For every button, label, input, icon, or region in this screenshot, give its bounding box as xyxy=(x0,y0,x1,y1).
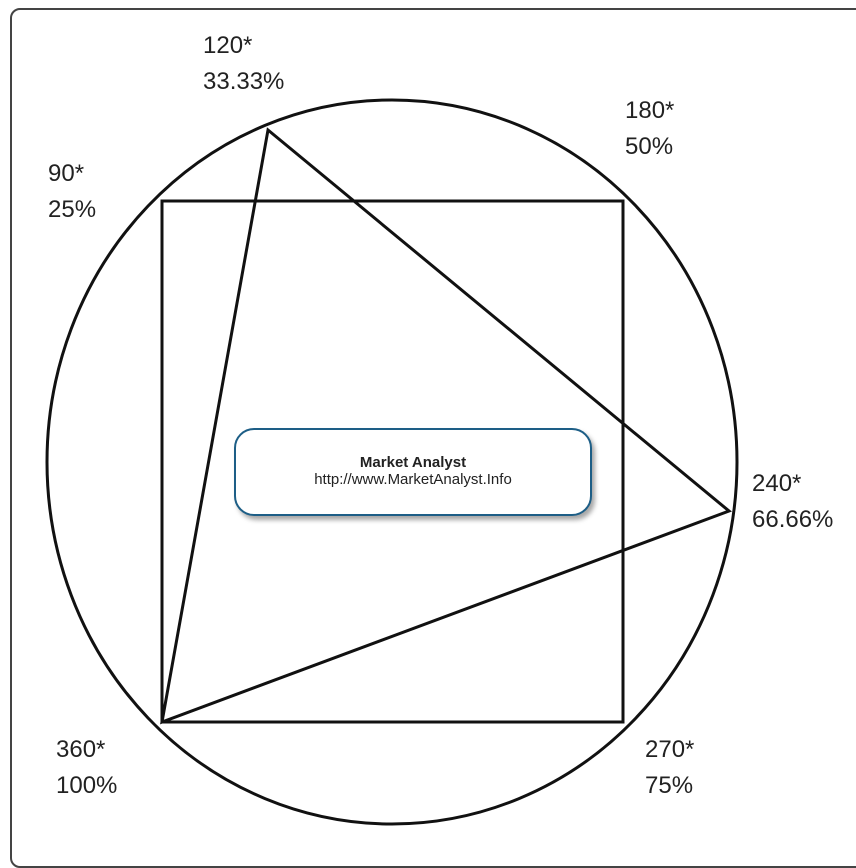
inscribed-triangle xyxy=(160,127,732,725)
point-label-360: 360* 100% xyxy=(56,732,117,804)
percent-label: 33.33% xyxy=(203,68,285,95)
degree-label: 90* xyxy=(48,160,85,187)
degree-label: 120* xyxy=(203,32,253,59)
inscribed-square xyxy=(160,199,625,724)
watermark-title: Market Analyst xyxy=(359,454,467,471)
percent-label: 75% xyxy=(645,772,694,799)
watermark-box: Market Analyst http://www.MarketAnalyst.… xyxy=(234,428,592,516)
degree-label: 270* xyxy=(645,736,695,763)
point-label-90: 90* 25% xyxy=(48,156,96,228)
outer-circle xyxy=(45,98,739,826)
degree-label: 240* xyxy=(752,470,802,497)
percent-label: 66.66% xyxy=(752,506,834,533)
point-label-120: 120* 33.33% xyxy=(203,28,284,100)
percent-label: 100% xyxy=(56,772,118,799)
degree-label: 360* xyxy=(56,736,106,763)
percent-label: 25% xyxy=(48,196,97,223)
watermark-url: http://www.MarketAnalyst.Info xyxy=(314,471,512,488)
percent-label: 50% xyxy=(625,133,674,160)
circle-square-triangle-diagram xyxy=(45,98,739,826)
point-label-180: 180* 50% xyxy=(625,93,674,165)
point-label-270: 270* 75% xyxy=(645,732,694,804)
point-label-240: 240* 66.66% xyxy=(752,466,833,538)
degree-label: 180* xyxy=(625,97,675,124)
